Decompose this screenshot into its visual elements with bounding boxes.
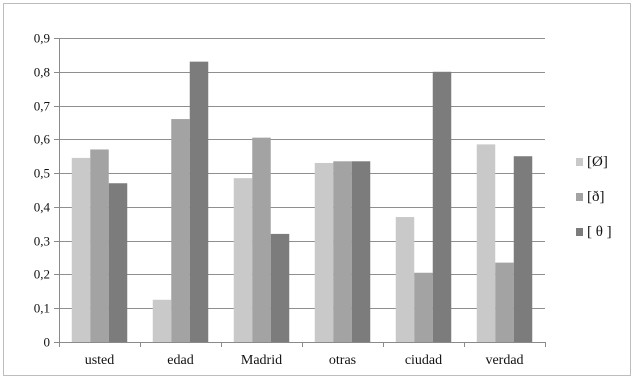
bar-verdad-series-2 (495, 262, 514, 342)
bar-chart: 0 0,1 0,2 0,3 0,4 0,5 0,6 0,7 0,8 0,9 usted edad Mad… (34, 31, 612, 369)
x-category-label: edad (167, 353, 193, 368)
x-category-label: Madrid (241, 353, 282, 368)
bar-ciudad-series-2 (414, 272, 433, 342)
y-tick-label: 0,4 (34, 200, 51, 215)
bar-edad-series-3 (189, 61, 209, 343)
legend: [Ø] [ð] [ θ ] (576, 154, 612, 240)
bar-edad-series-2 (171, 119, 190, 342)
bar-ciudad-series-3 (432, 71, 452, 343)
legend-swatch-series-2 (576, 193, 583, 201)
bar-usted-series-2 (90, 149, 109, 342)
y-tick-label: 0,7 (34, 99, 51, 114)
y-tick-label: 0,1 (34, 301, 50, 316)
bar-otras-series-3 (351, 161, 371, 342)
y-tick-label: 0,6 (34, 132, 51, 147)
legend-label-series-1: [Ø] (587, 154, 608, 170)
y-tick-label: 0,8 (34, 65, 50, 80)
y-tick-label: 0,9 (34, 31, 50, 46)
bar-verdad-series-3 (513, 156, 533, 342)
gridlines (59, 38, 545, 343)
x-category-label: verdad (485, 353, 523, 368)
bar-usted-series-1 (71, 157, 91, 342)
bars (71, 61, 533, 343)
x-category-label: otras (329, 353, 356, 368)
bar-madrid-series-1 (233, 178, 253, 342)
bar-ciudad-series-1 (395, 217, 415, 342)
legend-label-series-3: [ θ ] (587, 224, 612, 240)
bar-verdad-series-1 (476, 144, 496, 342)
bar-madrid-series-2 (252, 137, 271, 342)
y-tick-label: 0,2 (34, 267, 50, 282)
x-category-label: ciudad (405, 353, 442, 368)
y-tick-label: 0 (44, 335, 51, 350)
chart-frame: 0 0,1 0,2 0,3 0,4 0,5 0,6 0,7 0,8 0,9 usted edad Mad… (3, 3, 631, 376)
legend-label-series-2: [ð] (587, 189, 605, 205)
x-category-label: usted (85, 353, 115, 368)
bar-edad-series-1 (152, 299, 172, 342)
legend-swatch-series-1 (576, 158, 583, 166)
axes: 0 0,1 0,2 0,3 0,4 0,5 0,6 0,7 0,8 0,9 usted edad Mad… (34, 31, 546, 368)
bar-madrid-series-3 (270, 233, 290, 342)
y-tick-label: 0,3 (34, 234, 50, 249)
y-tick-label: 0,5 (34, 166, 50, 181)
legend-swatch-series-3 (576, 228, 583, 236)
bar-otras-series-1 (314, 162, 334, 342)
bar-usted-series-3 (108, 183, 128, 342)
bar-otras-series-2 (333, 161, 352, 342)
